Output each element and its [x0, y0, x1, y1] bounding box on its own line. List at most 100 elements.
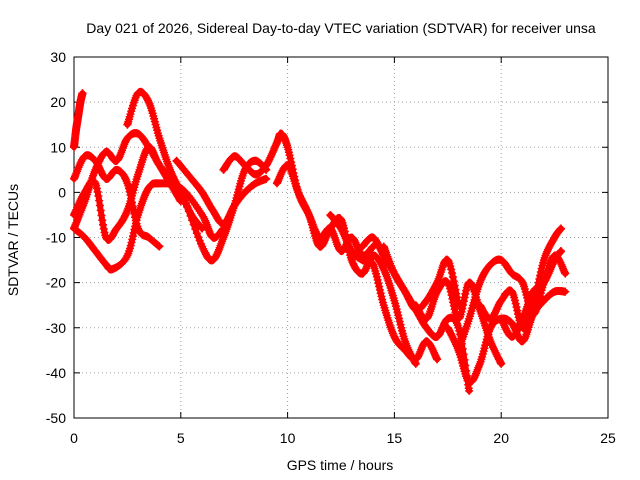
plus-marker	[414, 351, 423, 360]
plus-marker	[459, 300, 468, 309]
plus-marker	[180, 196, 189, 205]
plus-marker	[285, 164, 294, 173]
plus-marker	[535, 275, 544, 284]
plus-marker	[433, 355, 442, 364]
series-track-6	[123, 87, 207, 233]
plus-marker	[429, 346, 438, 355]
plus-marker	[121, 175, 130, 184]
plus-marker	[542, 274, 551, 283]
plus-marker	[388, 265, 397, 274]
plus-marker	[449, 298, 458, 307]
plus-marker	[443, 278, 452, 287]
plus-marker	[380, 266, 389, 275]
plus-marker	[276, 170, 285, 179]
y-tick-label: -40	[46, 365, 66, 381]
plus-marker	[115, 152, 124, 161]
plus-marker	[556, 258, 565, 267]
plus-marker	[557, 224, 566, 233]
y-tick-label: 10	[50, 139, 66, 155]
plus-marker	[72, 205, 81, 214]
ticks: 0 5 10 15 20 25 -50 -40 -30 -20 -10 0 10 20 30	[46, 49, 616, 446]
plus-marker	[501, 323, 510, 332]
x-axis-label: GPS time / hours	[287, 457, 394, 473]
plus-marker	[544, 269, 553, 278]
plus-marker	[93, 187, 102, 196]
series-track-4	[70, 179, 228, 274]
plus-marker	[322, 232, 331, 241]
plus-marker	[491, 348, 500, 357]
plus-marker	[121, 210, 130, 219]
plus-marker	[352, 240, 361, 249]
y-tick-label: 20	[50, 94, 66, 110]
plus-marker	[369, 260, 378, 269]
chart-title: Day 021 of 2026, Sidereal Day-to-day VTE…	[86, 20, 596, 36]
plus-marker	[511, 299, 520, 308]
plus-marker	[455, 314, 464, 323]
plus-marker	[155, 242, 164, 251]
plus-marker	[543, 247, 552, 256]
plus-marker	[293, 186, 302, 195]
plus-marker	[417, 345, 426, 354]
plus-marker	[468, 281, 477, 290]
plus-marker	[302, 205, 311, 214]
plus-marker	[72, 218, 81, 227]
plus-marker	[536, 271, 545, 280]
plus-marker	[447, 291, 456, 300]
plus-marker	[212, 251, 221, 260]
plus-marker	[72, 169, 81, 178]
plus-marker	[490, 346, 499, 355]
plus-marker	[122, 208, 131, 217]
plus-marker	[515, 321, 524, 330]
x-tick-label: 20	[493, 430, 509, 446]
plus-marker	[97, 211, 106, 220]
plus-marker	[76, 159, 85, 168]
y-tick-label: -30	[46, 320, 66, 336]
plus-marker	[277, 168, 286, 177]
plus-marker	[500, 321, 509, 330]
plus-marker	[214, 247, 223, 256]
y-tick-label: 30	[50, 49, 66, 65]
series-track-5	[70, 143, 271, 265]
plus-marker	[73, 203, 82, 212]
plus-marker	[448, 333, 457, 342]
plus-marker	[179, 193, 188, 202]
plus-marker	[264, 157, 273, 166]
plus-marker	[448, 294, 457, 303]
plus-marker	[99, 224, 108, 233]
plus-marker	[304, 209, 313, 218]
plus-marker	[472, 369, 481, 378]
plus-marker	[90, 167, 99, 176]
x-tick-label: 0	[70, 430, 78, 446]
plus-marker	[476, 276, 485, 285]
plus-marker	[449, 334, 458, 343]
plus-marker	[489, 345, 498, 354]
plus-marker	[321, 234, 330, 243]
plus-marker	[351, 238, 360, 247]
plus-marker	[275, 172, 284, 181]
plus-marker	[518, 314, 527, 323]
x-tick-label: 10	[280, 430, 296, 446]
plus-marker	[198, 224, 207, 233]
plus-marker	[448, 269, 457, 278]
y-axis-label: SDTVAR / TECUs	[5, 184, 21, 296]
plus-marker	[286, 154, 295, 163]
plus-marker	[516, 319, 525, 328]
plus-marker	[151, 154, 160, 163]
plus-marker	[449, 277, 458, 286]
plus-marker	[179, 195, 188, 204]
plus-marker	[561, 269, 570, 278]
plus-marker	[98, 220, 107, 229]
x-tick-label: 25	[600, 430, 616, 446]
plus-marker	[95, 196, 104, 205]
plus-marker	[448, 273, 457, 282]
plus-marker	[520, 334, 529, 343]
plus-marker	[512, 303, 521, 312]
plus-marker	[73, 202, 82, 211]
plus-marker	[450, 336, 459, 345]
series-track-7	[172, 156, 271, 228]
plus-marker	[152, 156, 161, 165]
plus-marker	[424, 311, 433, 320]
plus-marker	[416, 347, 425, 356]
plus-marker	[144, 98, 153, 107]
plus-marker	[267, 150, 276, 159]
